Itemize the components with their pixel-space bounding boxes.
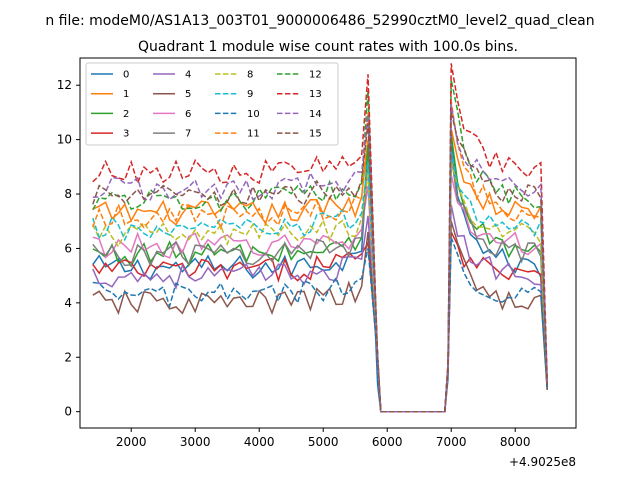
legend-label-15: 15	[309, 129, 322, 140]
y-tick-label: 2	[64, 350, 72, 364]
series-line-9	[92, 150, 548, 413]
legend-label-3: 3	[123, 129, 129, 140]
plot-area-frame	[79, 57, 577, 429]
legend-label-9: 9	[247, 89, 253, 100]
x-tick-label: 6000	[372, 435, 403, 449]
legend-label-11: 11	[247, 129, 260, 140]
series-line-4	[92, 204, 548, 413]
legend-label-4: 4	[185, 70, 191, 81]
y-tick-label: 0	[64, 405, 72, 419]
x-tick-label: 5000	[308, 435, 339, 449]
series-line-7	[92, 155, 548, 413]
y-tick-label: 12	[57, 78, 72, 92]
x-tick-label: 3000	[180, 435, 211, 449]
legend-label-13: 13	[309, 89, 322, 100]
series-line-8	[92, 161, 548, 413]
series-line-0	[92, 142, 548, 413]
x-tick-label: 4000	[244, 435, 275, 449]
series-line-11	[92, 101, 548, 413]
legend-label-8: 8	[247, 70, 253, 81]
x-axis: 2000 3000 4000 5000 6000 7000 8000	[116, 428, 531, 449]
y-tick-label: 8	[64, 187, 72, 201]
plot-lines	[92, 63, 548, 413]
legend-label-5: 5	[185, 89, 191, 100]
series-line-15	[92, 112, 548, 413]
chart-title: Quadrant 1 module wise count rates with …	[138, 39, 518, 55]
series-line-14	[92, 104, 548, 413]
series-line-6	[92, 174, 548, 413]
legend-label-7: 7	[185, 129, 191, 140]
series-line-1	[92, 128, 548, 413]
y-axis: 0 2 4 6 8 10 12	[57, 78, 80, 419]
legend-label-10: 10	[247, 109, 260, 120]
x-offset-label: +4.9025e8	[509, 455, 576, 469]
series-line-10	[92, 237, 548, 413]
legend-label-0: 0	[123, 70, 129, 81]
legend-label-12: 12	[309, 70, 322, 81]
x-tick-label: 2000	[116, 435, 147, 449]
x-tick-label: 8000	[500, 435, 531, 449]
y-tick-label: 10	[57, 133, 72, 147]
y-tick-label: 4	[64, 296, 72, 310]
legend-label-2: 2	[123, 109, 129, 120]
x-tick-label: 7000	[436, 435, 467, 449]
figure-suptitle: n file: modeM0/AS1A13_003T01_9000006486_…	[45, 13, 594, 29]
legend-label-6: 6	[185, 109, 191, 120]
y-tick-label: 6	[64, 241, 72, 255]
series-line-13	[92, 63, 548, 413]
legend-label-14: 14	[309, 109, 322, 120]
series-line-3	[92, 231, 548, 413]
legend-box	[85, 62, 339, 146]
legend-label-1: 1	[123, 89, 129, 100]
series-line-12	[92, 79, 548, 413]
